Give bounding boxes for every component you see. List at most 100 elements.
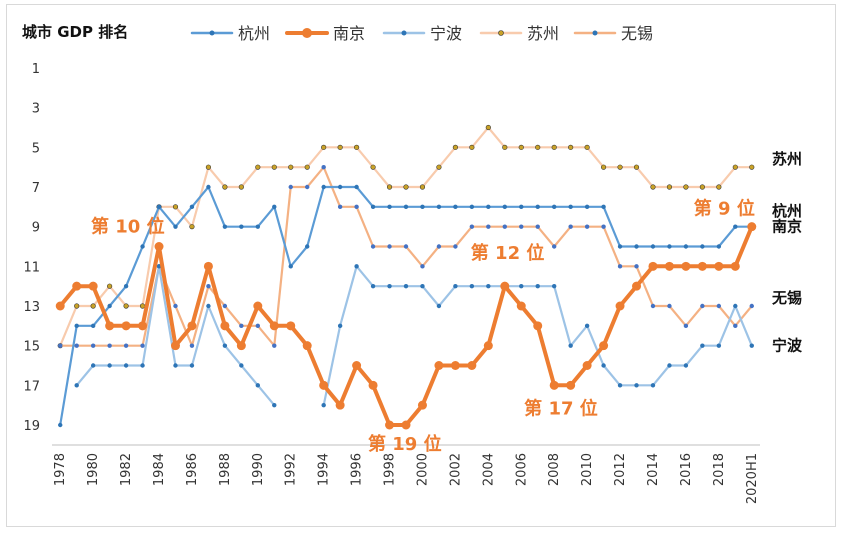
x-tick-label: 2002 (448, 453, 463, 486)
data-point (154, 242, 164, 251)
x-tick-label: 1984 (152, 453, 167, 486)
data-point (584, 144, 590, 150)
data-point (123, 343, 129, 348)
data-point (222, 343, 228, 348)
data-point (535, 283, 540, 289)
data-point (321, 402, 326, 408)
data-point (551, 283, 557, 289)
data-point (568, 224, 573, 229)
data-point (634, 383, 639, 388)
data-point (337, 323, 343, 329)
data-point (123, 363, 129, 368)
data-point (568, 204, 573, 210)
legend-label: 南京 (333, 24, 365, 43)
data-point (222, 224, 228, 229)
data-point (352, 361, 362, 370)
data-point (634, 244, 639, 249)
data-point (551, 204, 557, 210)
data-point (321, 144, 327, 150)
rank-annotation: 第 10 位 (91, 216, 165, 238)
legend-label: 杭州 (238, 24, 270, 43)
data-point (90, 343, 96, 348)
end-label: 宁波 (772, 337, 803, 355)
data-point (74, 383, 79, 388)
data-point (436, 244, 442, 249)
data-point (55, 301, 65, 311)
data-point (156, 204, 162, 210)
data-point (617, 264, 623, 269)
data-point (172, 204, 179, 210)
legend-entry-南京: 南京 (285, 24, 365, 43)
y-tick-label: 3 (32, 102, 40, 117)
x-tick-label: 1990 (251, 453, 266, 486)
data-point (666, 184, 673, 190)
data-point (288, 164, 294, 170)
data-point (58, 343, 63, 348)
data-point (632, 281, 642, 291)
data-point (551, 244, 557, 249)
data-point (533, 321, 543, 331)
x-tick-label: 1994 (317, 453, 332, 486)
data-point (535, 204, 540, 210)
data-point (584, 224, 590, 229)
data-point (681, 261, 691, 271)
y-tick-label: 5 (32, 141, 40, 156)
data-point (584, 323, 590, 329)
data-point (189, 363, 195, 368)
series-line (58, 224, 754, 427)
data-point (519, 283, 524, 289)
chart-title: 城市 GDP 排名 (22, 23, 128, 41)
data-point (403, 184, 409, 190)
data-point (617, 244, 623, 249)
data-point (269, 321, 279, 331)
data-point (401, 420, 411, 430)
data-point (321, 184, 326, 190)
data-point (683, 323, 689, 329)
data-point (516, 301, 526, 311)
legend-label: 宁波 (430, 24, 462, 43)
y-tick-label: 9 (32, 221, 40, 236)
series-line (59, 166, 753, 347)
data-point (600, 164, 607, 170)
data-point (749, 164, 755, 170)
data-point (485, 124, 491, 131)
data-point (272, 343, 277, 348)
data-point (173, 303, 178, 309)
data-point (387, 204, 392, 210)
data-point (667, 363, 672, 368)
data-point (203, 261, 213, 271)
data-point (566, 380, 576, 390)
y-tick-label: 19 (23, 419, 40, 434)
data-point (683, 363, 689, 368)
data-point (486, 204, 491, 210)
data-point (239, 224, 244, 229)
data-point (370, 204, 376, 210)
data-point (617, 164, 623, 170)
data-point (222, 303, 228, 309)
data-point (304, 164, 310, 170)
data-point (450, 361, 460, 370)
data-point (255, 383, 261, 388)
data-point (733, 323, 738, 329)
data-point (220, 321, 230, 331)
data-point (189, 343, 195, 348)
data-point (469, 224, 475, 229)
data-point (549, 380, 559, 390)
data-point (173, 363, 178, 368)
data-point (272, 402, 277, 408)
data-point (730, 261, 740, 271)
data-point (683, 184, 689, 190)
y-tick-label: 11 (23, 260, 40, 275)
data-point (700, 343, 705, 348)
legend-label: 无锡 (621, 24, 653, 43)
data-point (253, 301, 263, 311)
x-tick-label: 2004 (481, 453, 496, 486)
data-point (601, 363, 606, 368)
end-label: 苏州 (772, 150, 802, 168)
data-point (189, 204, 195, 210)
data-point (255, 323, 261, 329)
data-point (568, 343, 573, 348)
data-point (453, 204, 458, 210)
data-point (535, 224, 540, 229)
data-point (584, 204, 590, 210)
